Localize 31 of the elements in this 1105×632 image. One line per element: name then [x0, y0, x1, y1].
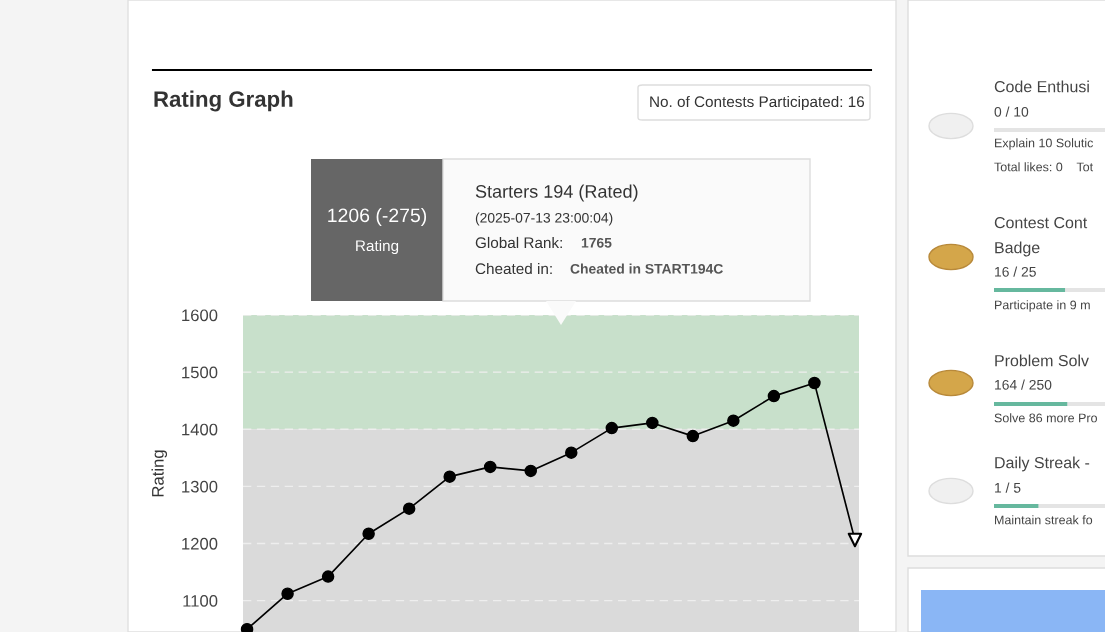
text: No. of Contests Participated: 16	[650, 95, 865, 111]
y-tick-label: 1600	[182, 309, 218, 322]
y-tick-label: 1300	[182, 480, 218, 493]
text: 0 / 10	[994, 106, 1029, 117]
text: Explain 10 Solutic	[995, 138, 1094, 150]
text: Problem Solv	[995, 354, 1089, 367]
text: Contest Cont	[994, 216, 1088, 229]
y-axis-title: Rating	[151, 450, 168, 497]
text: 1 / 5	[995, 482, 1021, 493]
text: Total likes: 0 Tot	[994, 162, 1094, 172]
text: Rating	[356, 239, 399, 255]
text: Cheated in:	[475, 262, 552, 275]
text: Badge	[995, 241, 1040, 257]
text: Daily Streak -	[995, 456, 1090, 472]
text: Participate in 9 m	[995, 300, 1090, 312]
text: Code Enthusi	[994, 80, 1089, 93]
y-tick-label: 1200	[182, 537, 218, 550]
text: (2025-07-13 23:00:04)	[475, 212, 613, 226]
y-tick-label: 1100	[183, 594, 218, 607]
text: Solve 86 more Pro	[994, 413, 1097, 423]
text: Global Rank:	[475, 236, 562, 249]
text: 1765	[581, 237, 612, 248]
text: 1206 (-275)	[328, 207, 427, 227]
chart-title: Rating Graph	[154, 90, 293, 112]
text: Cheated in START194C	[570, 263, 723, 274]
text: 16 / 25	[995, 266, 1036, 277]
y-tick-label: 1500	[182, 366, 218, 379]
text: 164 / 250	[995, 379, 1052, 390]
text: Starters 194 (Rated)	[475, 184, 638, 202]
text: Maintain streak fo	[995, 515, 1093, 525]
y-tick-label: 1400	[182, 423, 218, 436]
